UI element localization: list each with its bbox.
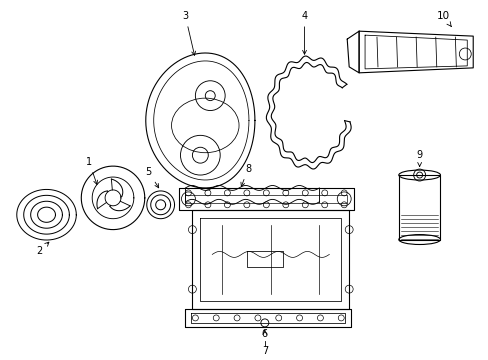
- Text: 7: 7: [261, 346, 267, 356]
- Text: 8: 8: [241, 164, 250, 186]
- Text: 6: 6: [261, 329, 267, 339]
- Text: 2: 2: [37, 242, 49, 256]
- Text: 4: 4: [301, 11, 307, 54]
- Text: 10: 10: [436, 11, 450, 26]
- Text: 5: 5: [145, 167, 158, 188]
- Text: 3: 3: [182, 11, 195, 55]
- Text: 1: 1: [86, 157, 97, 184]
- Text: 9: 9: [416, 150, 422, 166]
